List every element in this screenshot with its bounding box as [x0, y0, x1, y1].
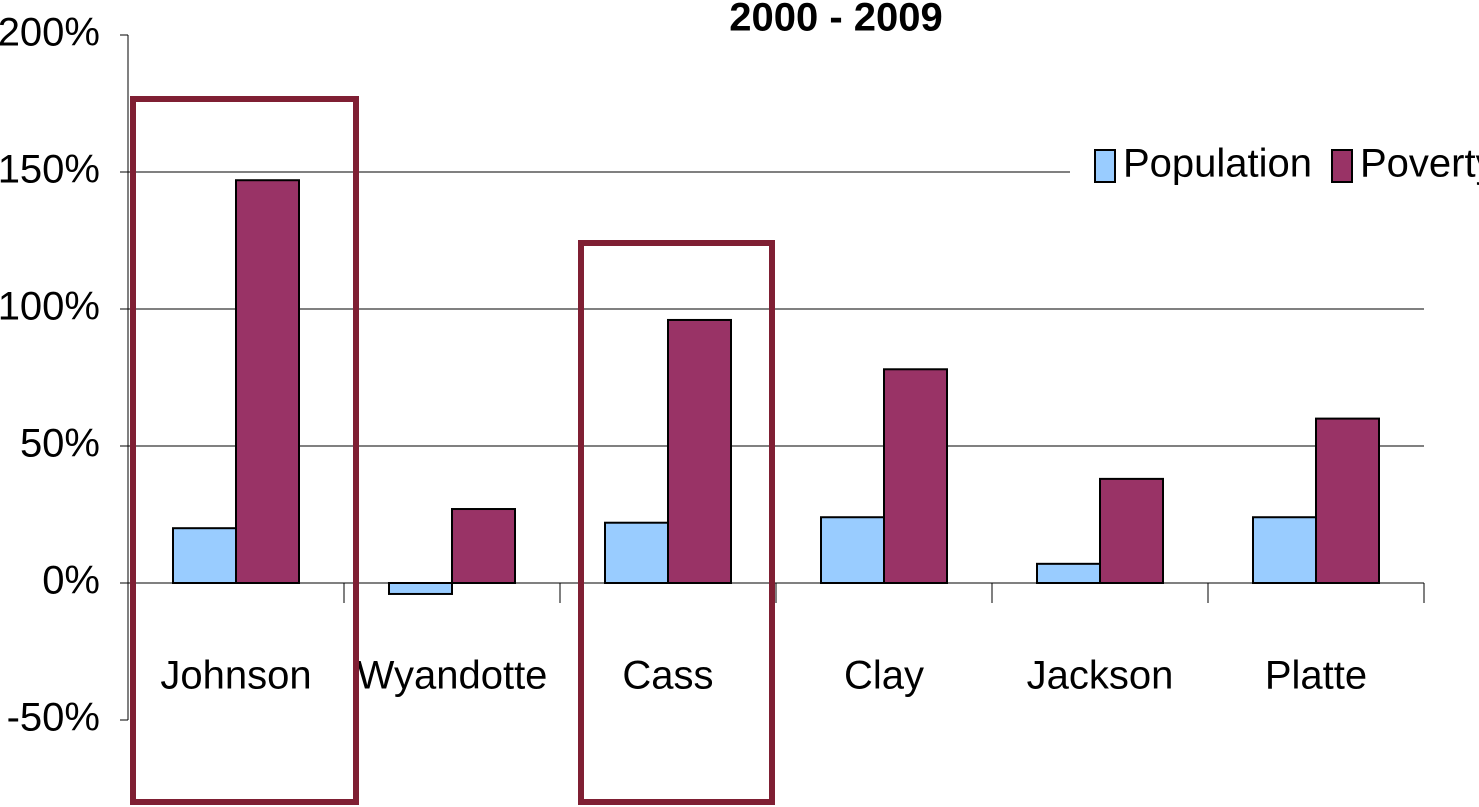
y-tick-label: 100% [0, 285, 100, 329]
bar [667, 318, 732, 584]
highlight-box [578, 240, 775, 805]
y-tick-label: 150% [0, 148, 100, 192]
highlight-box [130, 96, 359, 805]
bar [883, 368, 948, 584]
y-tick-label: 0% [42, 559, 100, 603]
bar [1099, 477, 1164, 585]
y-tick-label: -50% [7, 696, 100, 740]
bar [820, 516, 885, 584]
x-tick-label: Clay [844, 654, 924, 698]
x-tick-label: Johnson [160, 654, 311, 698]
y-tick-label: 50% [20, 422, 100, 466]
x-tick-label: Platte [1265, 654, 1367, 698]
bar [235, 179, 300, 584]
bar [604, 521, 669, 584]
bar [1036, 562, 1101, 585]
x-tick-label: Cass [622, 654, 713, 698]
bar [388, 582, 453, 595]
legend-label: Population [1123, 142, 1312, 186]
bar [172, 527, 237, 585]
bar [451, 508, 516, 584]
x-tick-label: Wyandotte [357, 654, 548, 698]
legend-bg [1070, 135, 1479, 195]
chart-title: 2000 - 2009 [729, 0, 943, 40]
legend-swatch [1094, 149, 1116, 183]
legend-swatch [1331, 149, 1353, 183]
bar [1315, 417, 1380, 584]
legend-label: Poverty [1360, 142, 1479, 186]
x-tick-label: Jackson [1027, 654, 1174, 698]
y-tick-label: 200% [0, 11, 100, 55]
bar [1252, 516, 1317, 584]
